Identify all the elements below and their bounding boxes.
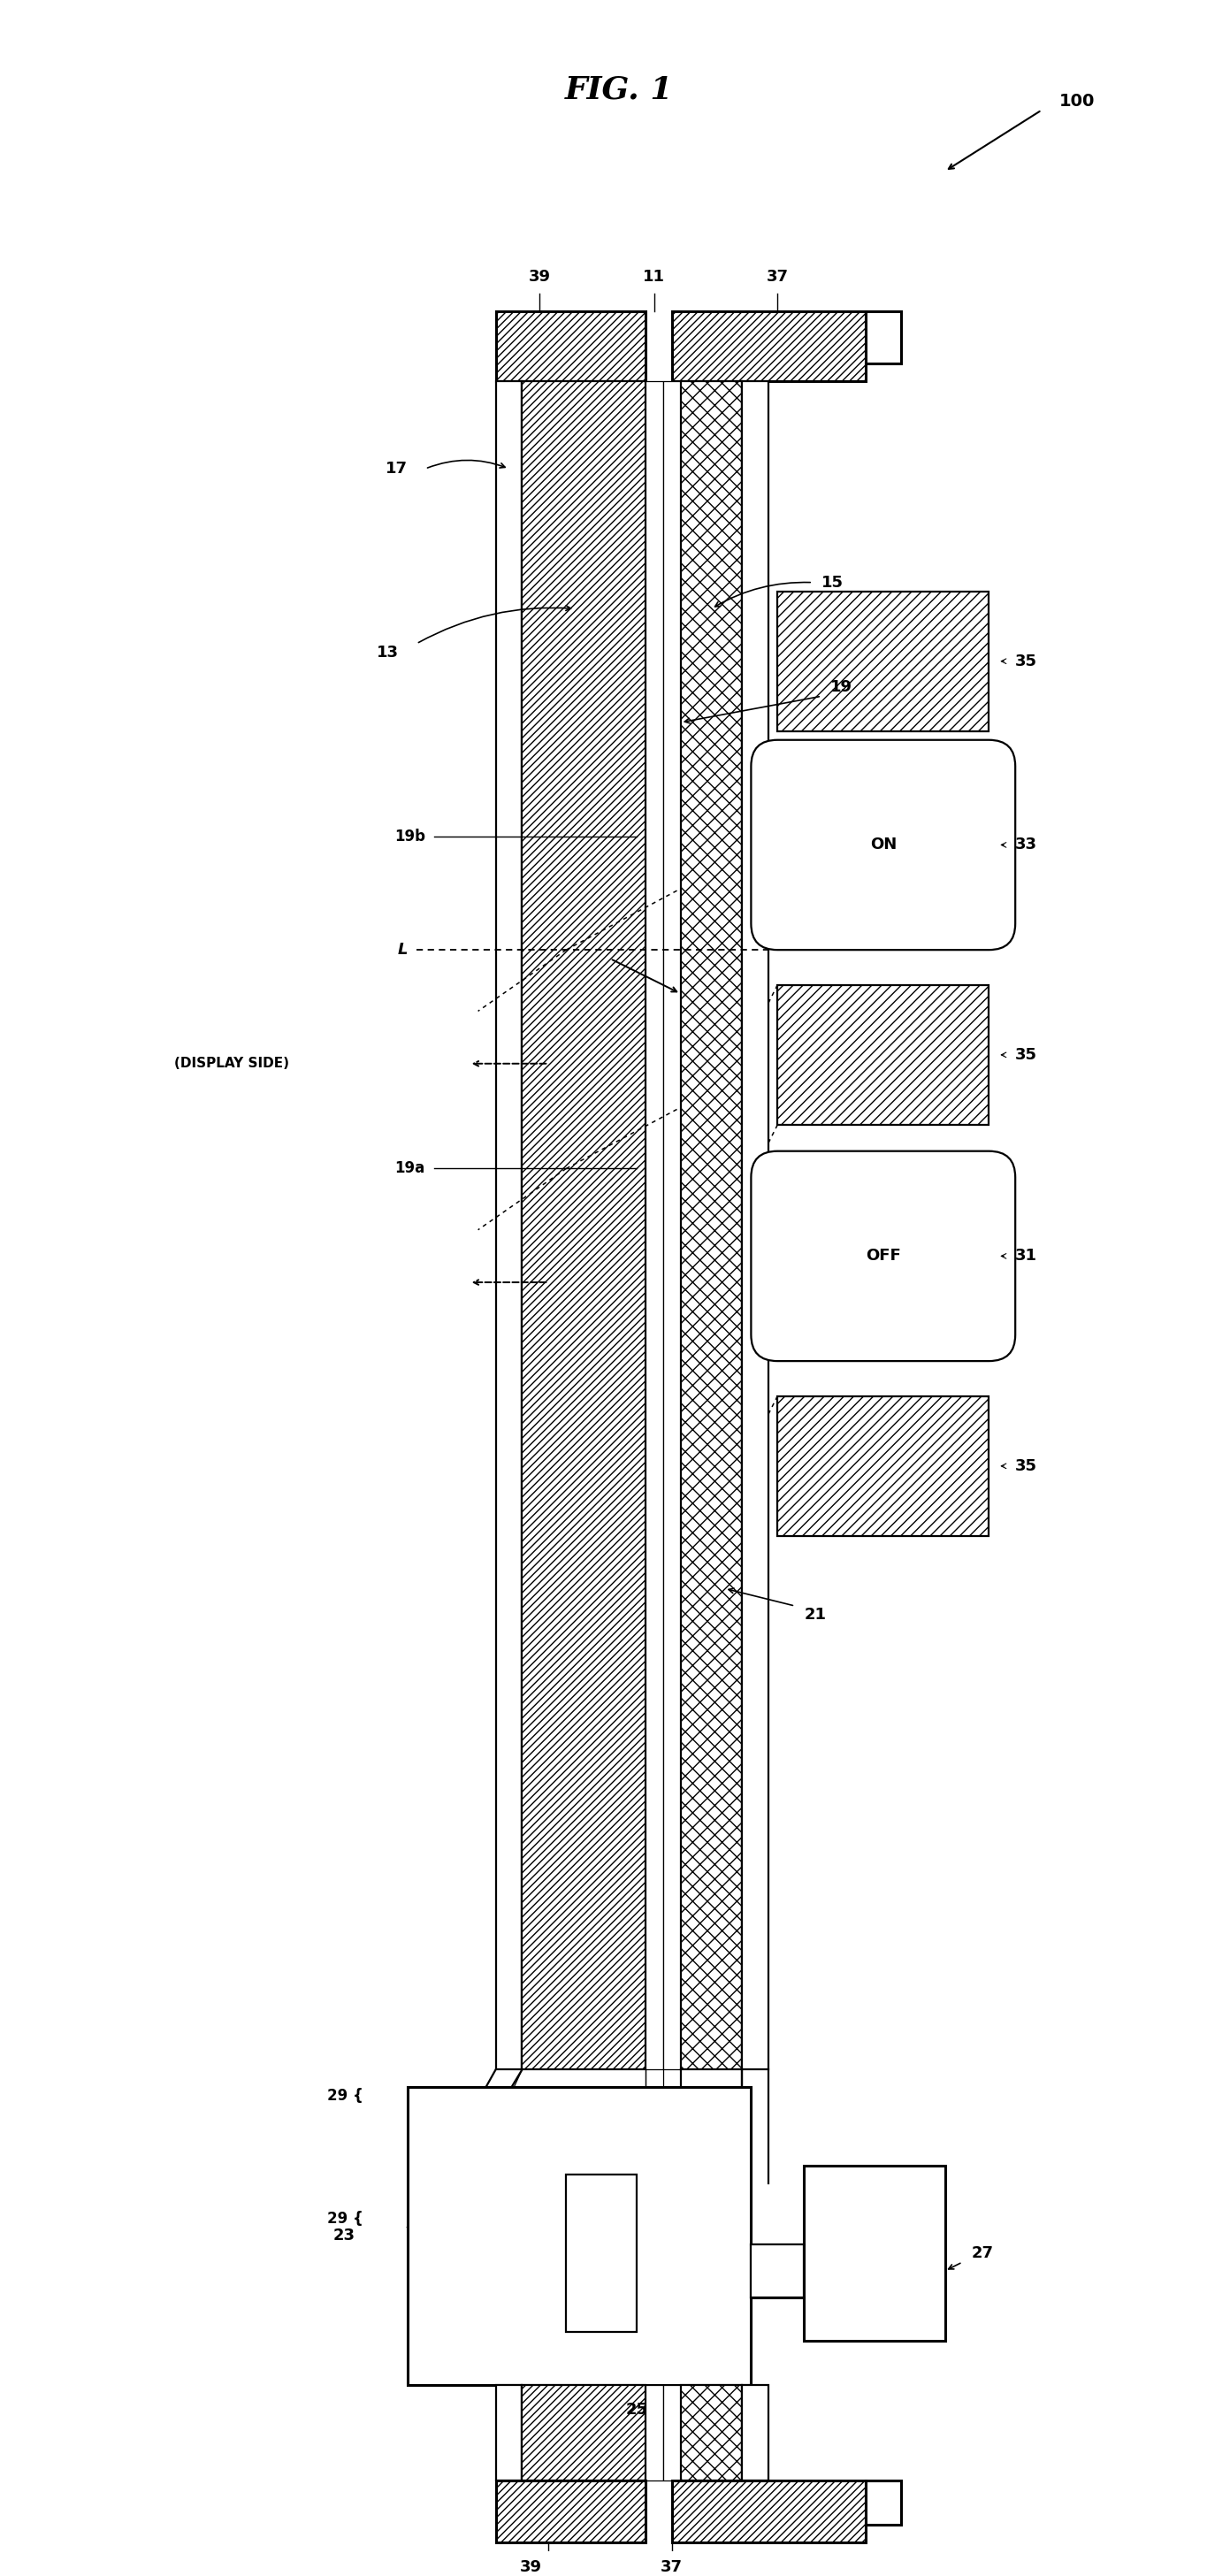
Bar bbox=[804, 2166, 945, 2342]
Bar bbox=[663, 2385, 680, 2481]
Bar bbox=[646, 2385, 663, 2481]
Bar bbox=[742, 2385, 769, 2481]
Bar bbox=[522, 2385, 646, 2481]
Bar bbox=[646, 381, 663, 2069]
Text: 15: 15 bbox=[822, 574, 844, 590]
Text: OFF: OFF bbox=[866, 1249, 900, 1265]
Bar bbox=[866, 2481, 900, 2524]
Text: 39: 39 bbox=[520, 2561, 542, 2576]
Bar bbox=[496, 312, 646, 381]
Bar bbox=[777, 1396, 989, 1535]
Text: 35: 35 bbox=[1015, 654, 1037, 670]
Bar bbox=[777, 984, 989, 1126]
Text: L: L bbox=[397, 943, 407, 958]
Text: FIG. 1: FIG. 1 bbox=[565, 75, 673, 106]
Text: 27: 27 bbox=[972, 2246, 994, 2262]
Text: 19b: 19b bbox=[395, 829, 426, 845]
Bar bbox=[672, 312, 866, 381]
Bar bbox=[866, 312, 900, 363]
FancyBboxPatch shape bbox=[752, 1151, 1015, 1360]
Text: 37: 37 bbox=[661, 2561, 683, 2576]
Bar bbox=[417, 2097, 742, 2375]
Text: 37: 37 bbox=[766, 268, 788, 286]
Text: 29 {: 29 { bbox=[327, 2210, 364, 2226]
Text: 29 {: 29 { bbox=[327, 2089, 364, 2105]
Text: 25: 25 bbox=[626, 2401, 648, 2419]
Bar bbox=[496, 381, 522, 2069]
Text: 21: 21 bbox=[804, 1607, 827, 1623]
Bar bbox=[407, 2087, 752, 2385]
Text: 11: 11 bbox=[643, 268, 665, 286]
FancyBboxPatch shape bbox=[752, 739, 1015, 951]
Text: 23: 23 bbox=[332, 2228, 354, 2244]
Bar bbox=[672, 2481, 866, 2543]
Text: 33: 33 bbox=[1015, 837, 1037, 853]
Bar bbox=[680, 381, 742, 2069]
Bar bbox=[742, 381, 769, 2069]
Text: 31: 31 bbox=[1015, 1249, 1037, 1265]
Text: 17: 17 bbox=[385, 461, 407, 477]
Bar bbox=[663, 381, 680, 2069]
Text: (DISPLAY SIDE): (DISPLAY SIDE) bbox=[173, 1056, 289, 1069]
Text: 19: 19 bbox=[830, 680, 852, 696]
Text: 13: 13 bbox=[376, 644, 399, 659]
Text: 19a: 19a bbox=[395, 1162, 426, 1177]
Bar bbox=[522, 381, 646, 2069]
Text: 100: 100 bbox=[1059, 93, 1095, 111]
Bar bbox=[496, 2481, 646, 2543]
Bar bbox=[752, 2244, 804, 2298]
Bar bbox=[777, 592, 989, 732]
Text: 39: 39 bbox=[529, 268, 551, 286]
Text: ON: ON bbox=[870, 837, 897, 853]
Text: 35: 35 bbox=[1015, 1046, 1037, 1064]
Bar bbox=[496, 2385, 522, 2481]
Text: 35: 35 bbox=[1015, 1458, 1037, 1473]
Bar bbox=[566, 2174, 637, 2331]
Bar bbox=[680, 2385, 742, 2481]
